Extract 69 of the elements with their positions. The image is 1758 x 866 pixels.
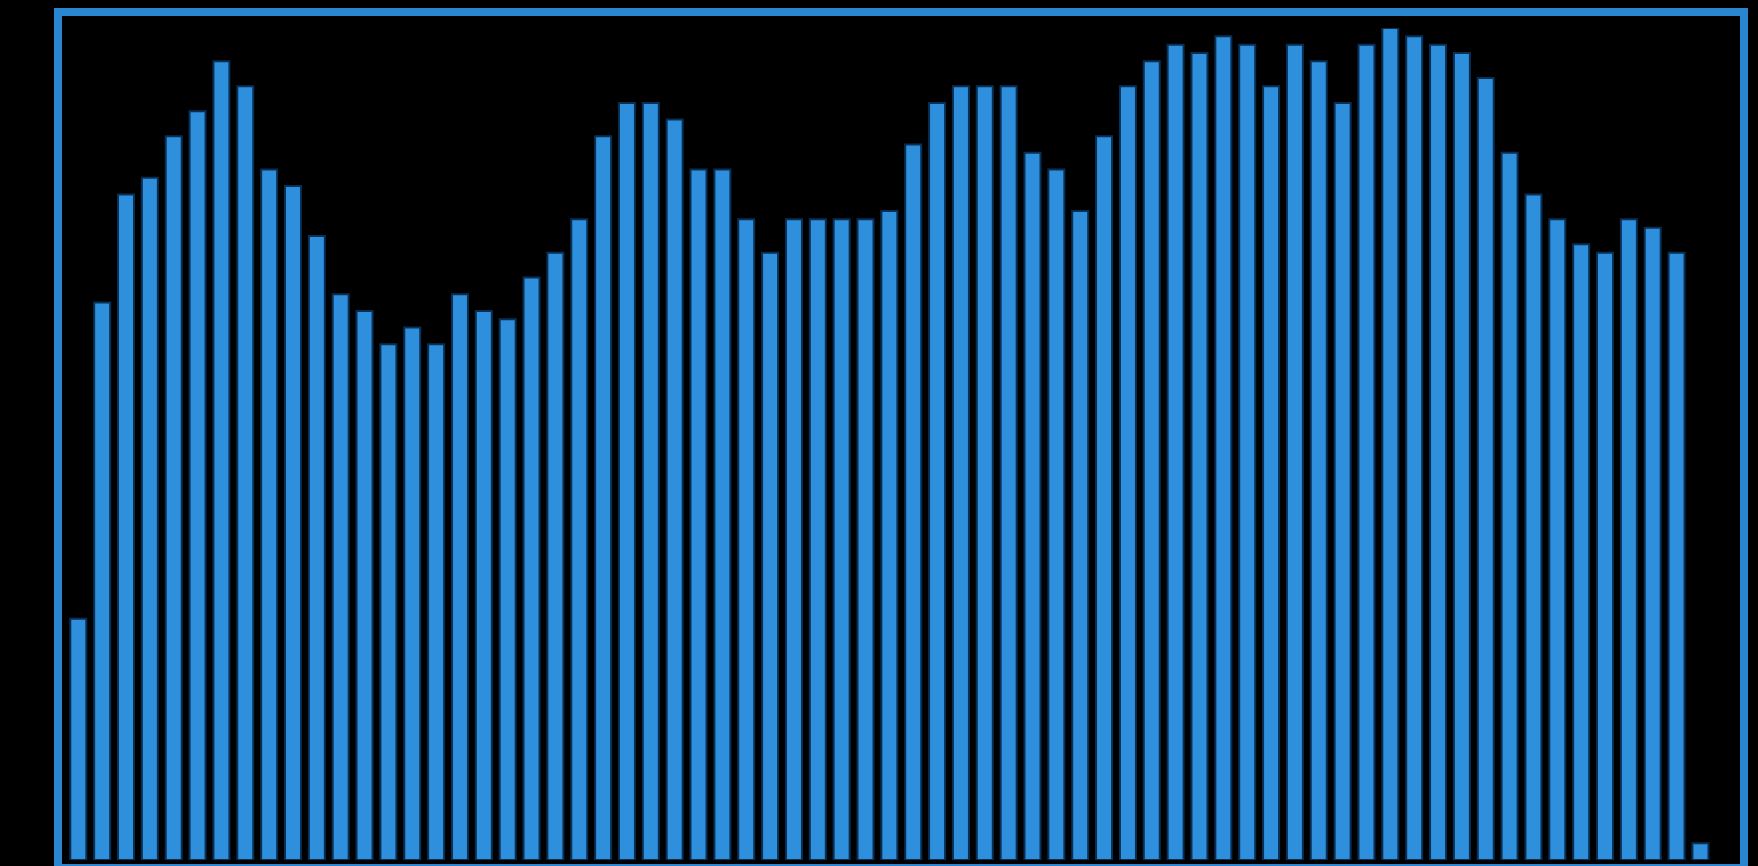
bar bbox=[1047, 168, 1066, 860]
bar bbox=[737, 218, 756, 860]
bar bbox=[1452, 51, 1471, 860]
bar bbox=[236, 85, 255, 860]
bar bbox=[1166, 43, 1185, 860]
bar bbox=[1643, 226, 1662, 860]
bar bbox=[1095, 135, 1114, 860]
bar bbox=[1619, 218, 1638, 860]
bar bbox=[1500, 151, 1519, 860]
bar bbox=[808, 218, 827, 860]
bar bbox=[1142, 60, 1161, 860]
bar bbox=[307, 235, 326, 860]
bar bbox=[880, 210, 899, 860]
bar bbox=[1118, 85, 1137, 860]
bar bbox=[928, 101, 947, 860]
bar bbox=[1357, 43, 1376, 860]
bar bbox=[1309, 60, 1328, 860]
bar bbox=[427, 343, 446, 860]
bar bbox=[1596, 251, 1615, 860]
bar bbox=[641, 101, 660, 860]
bar bbox=[140, 176, 159, 860]
bar bbox=[713, 168, 732, 860]
bar bbox=[1333, 101, 1352, 860]
bar bbox=[761, 251, 780, 860]
bar bbox=[975, 85, 994, 860]
bar bbox=[546, 251, 565, 860]
bar bbox=[1071, 210, 1090, 860]
bar bbox=[355, 309, 374, 860]
bar bbox=[1476, 76, 1495, 860]
bar bbox=[784, 218, 803, 860]
bar bbox=[379, 343, 398, 860]
bar bbox=[1691, 842, 1710, 860]
bar bbox=[856, 218, 875, 860]
bar bbox=[832, 218, 851, 860]
bar bbox=[1548, 218, 1567, 860]
bar bbox=[498, 318, 517, 860]
bar bbox=[594, 135, 613, 860]
bar bbox=[1214, 35, 1233, 860]
bar bbox=[1190, 51, 1209, 860]
bar bbox=[1381, 28, 1400, 860]
bar bbox=[1572, 243, 1591, 860]
bar bbox=[1524, 193, 1543, 860]
bar bbox=[450, 293, 469, 860]
bar bbox=[522, 276, 541, 860]
bar bbox=[1262, 85, 1281, 860]
bar bbox=[570, 218, 589, 860]
bar bbox=[69, 617, 88, 860]
bar bbox=[283, 185, 302, 860]
bar bbox=[188, 110, 207, 860]
bar bbox=[999, 85, 1018, 860]
bar bbox=[1405, 35, 1424, 860]
bar bbox=[331, 293, 350, 860]
bar bbox=[1667, 251, 1686, 860]
bar bbox=[93, 301, 112, 860]
bar bbox=[951, 85, 970, 860]
bar bbox=[1023, 151, 1042, 860]
bar bbox=[665, 118, 684, 860]
bar bbox=[617, 101, 636, 860]
bar bbox=[1285, 43, 1304, 860]
bar bbox=[403, 326, 422, 860]
bar bbox=[117, 193, 135, 860]
bar bbox=[904, 143, 923, 860]
bar bbox=[1429, 43, 1448, 860]
bar bbox=[689, 168, 708, 860]
bar bbox=[164, 135, 183, 860]
bar bbox=[212, 60, 231, 860]
bar bbox=[1238, 43, 1257, 860]
bar bbox=[474, 309, 493, 860]
bar bbox=[260, 168, 279, 860]
